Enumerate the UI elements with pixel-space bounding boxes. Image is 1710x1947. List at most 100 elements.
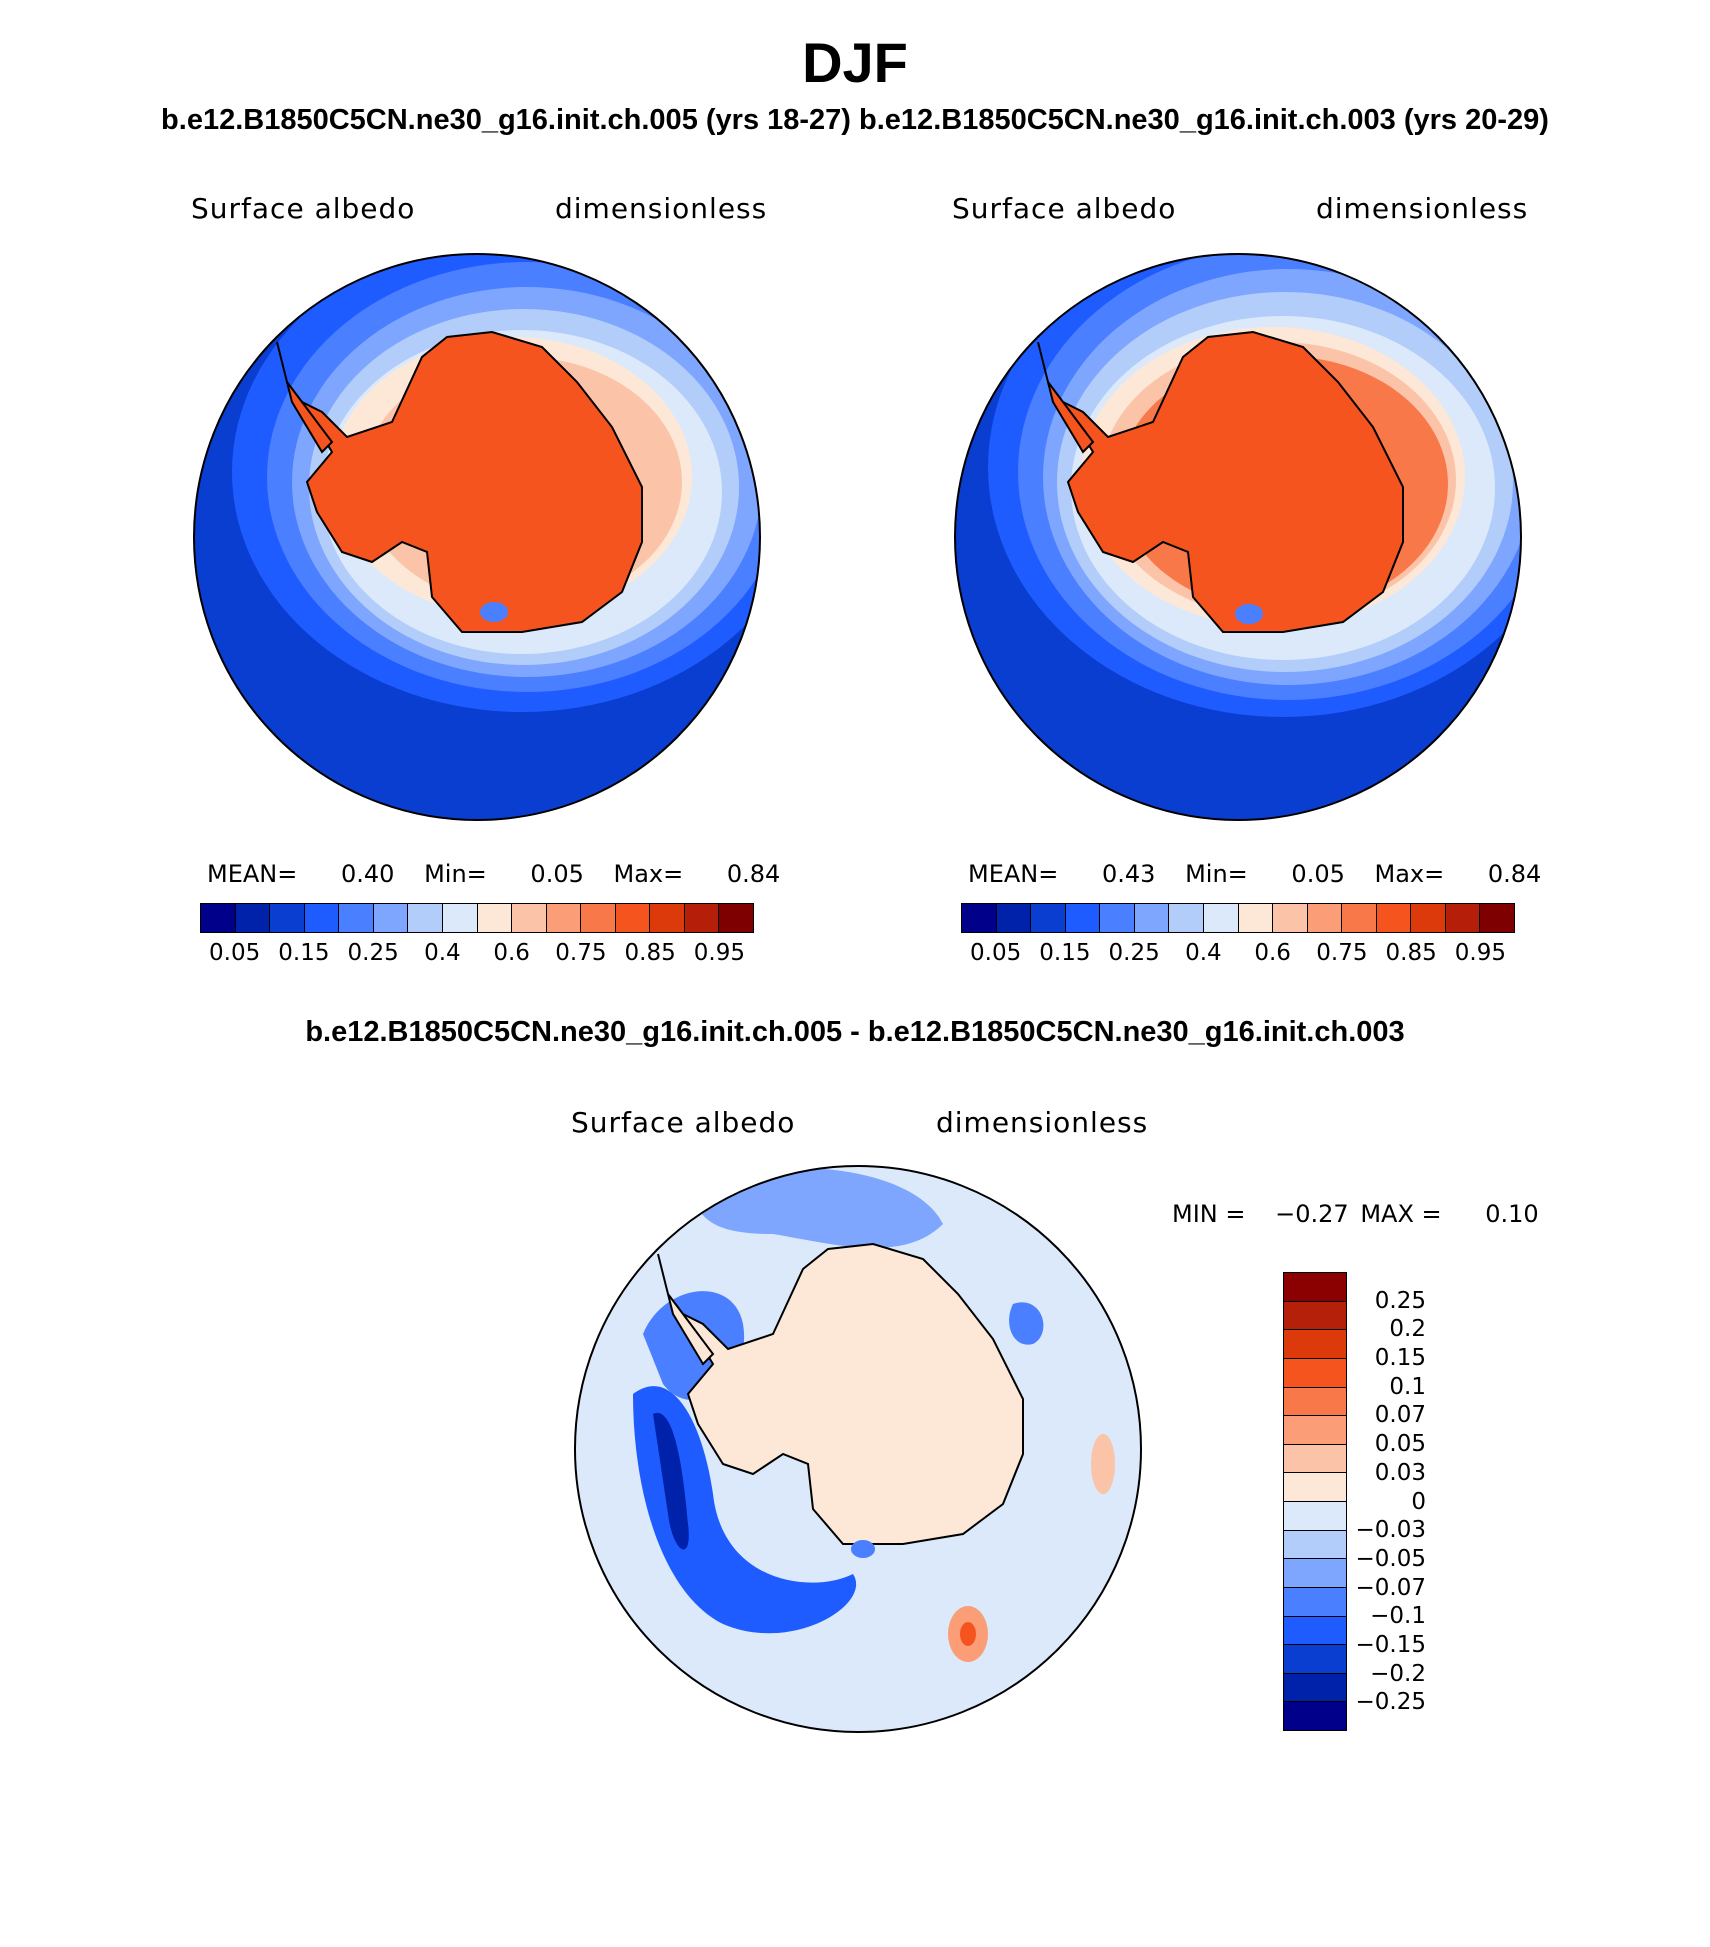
diff-min-value: −0.27 (1275, 1200, 1349, 1228)
colorbar-cell (1284, 1502, 1346, 1531)
colorbar-cell (1284, 1473, 1346, 1502)
colorbar-cell (1284, 1702, 1346, 1730)
colorbar-cell (581, 904, 616, 932)
colorbar-cell (512, 904, 547, 932)
colorbar-tick-label: 0.05 (1374, 1431, 1426, 1458)
colorbar-tick-label: 0.25 (1374, 1287, 1426, 1314)
colorbar-cell (684, 904, 720, 932)
panel2-min-value: 0.05 (1291, 860, 1345, 888)
panel2-units-label: dimensionless (1316, 192, 1529, 225)
colorbar-tick-label: 0.95 (1454, 940, 1506, 966)
colorbar-cell (1480, 904, 1514, 932)
colorbar-tick-label: 0 (1411, 1488, 1426, 1515)
map-boundary (954, 253, 1522, 821)
panel2-mean-value: 0.43 (1102, 860, 1156, 888)
panel1-colorbar-ticks: 0.05 0.15 0.25 0.4 0.6 0.75 0.85 0.95 (200, 940, 754, 970)
colorbar-cell (408, 904, 443, 932)
panel2-polar-map (954, 253, 1522, 821)
colorbar-tick-label: 0.85 (624, 940, 676, 966)
colorbar-tick-label: 0.07 (1374, 1402, 1426, 1429)
colorbar-tick-label: 0.4 (1185, 940, 1222, 966)
colorbar-cell (1307, 904, 1343, 932)
colorbar-tick-label: −0.03 (1355, 1517, 1426, 1544)
panel2-mean-label: MEAN= (968, 860, 1059, 888)
colorbar-cell (304, 904, 340, 932)
subtitle-right-case: b.e12.B1850C5CN.ne30_g16.init.ch.003 (yr… (859, 104, 1549, 136)
map-boundary (193, 253, 761, 821)
panel2-colorbar-ticks: 0.05 0.15 0.25 0.4 0.6 0.75 0.85 0.95 (961, 940, 1515, 970)
panel1-mean-value: 0.40 (341, 860, 395, 888)
panel1-colorbar (200, 903, 754, 933)
polynya-low-albedo (480, 602, 508, 622)
colorbar-tick-label: −0.2 (1370, 1660, 1426, 1687)
colorbar-cell (962, 904, 997, 932)
panel1-min-value: 0.05 (530, 860, 584, 888)
antarctic-peninsula (1037, 341, 1095, 454)
positive-anomaly-core (960, 1622, 976, 1646)
colorbar-tick-label: −0.1 (1370, 1603, 1426, 1630)
colorbar-cell (235, 904, 271, 932)
colorbar-cell (1031, 904, 1066, 932)
colorbar-cell (1284, 1616, 1346, 1646)
panel1-stats: MEAN= 0.40 Min= 0.05 Max= 0.84 (207, 860, 780, 888)
colorbar-cell (1284, 1330, 1346, 1359)
antarctica-high-albedo (299, 330, 643, 633)
panel1-units-label: dimensionless (555, 192, 768, 225)
colorbar-cell (1284, 1387, 1346, 1417)
panel2-max-value: 0.84 (1487, 860, 1542, 888)
colorbar-cell (996, 904, 1032, 932)
colorbar-cell (615, 904, 651, 932)
polynya-anomaly (851, 1540, 875, 1558)
positive-anomaly-east (1091, 1434, 1115, 1494)
colorbar-cell (1284, 1301, 1346, 1331)
negative-anomaly-east (1009, 1302, 1044, 1345)
colorbar-cell (1376, 904, 1412, 932)
colorbar-tick-label: −0.05 (1355, 1545, 1426, 1572)
colorbar-cell (1169, 904, 1204, 932)
colorbar-cell (650, 904, 685, 932)
difference-polar-map (574, 1165, 1142, 1733)
colorbar-tick-label: 0.75 (555, 940, 607, 966)
colorbar-cell (1284, 1416, 1346, 1445)
colorbar-cell (1134, 904, 1170, 932)
colorbar-tick-label: 0.2 (1389, 1316, 1426, 1343)
colorbar-tick-label: 0.05 (209, 940, 261, 966)
negative-anomaly-arc (633, 1386, 857, 1634)
panel2-min-label: Min= (1185, 860, 1248, 888)
colorbar-tick-label: −0.15 (1355, 1631, 1426, 1658)
colorbar-tick-label: −0.25 (1355, 1689, 1426, 1716)
diff-min-label: MIN = (1172, 1200, 1246, 1228)
antarctic-peninsula (657, 1253, 715, 1366)
colorbar-tick-label: 0.25 (1108, 940, 1160, 966)
colorbar-tick-label: 0.15 (278, 940, 330, 966)
panel1-min-label: Min= (424, 860, 487, 888)
figure-title: DJF (802, 31, 908, 94)
colorbar-cell (1284, 1673, 1346, 1703)
subtitle-left-case: b.e12.B1850C5CN.ne30_g16.init.ch.005 (yr… (161, 104, 851, 136)
panel1-mean-label: MEAN= (207, 860, 298, 888)
colorbar-cell (442, 904, 478, 932)
panel2-stats: MEAN= 0.43 Min= 0.05 Max= 0.84 (968, 860, 1541, 888)
colorbar-tick-label: 0.75 (1316, 940, 1368, 966)
colorbar-cell (719, 904, 753, 932)
colorbar-tick-label: 0.6 (493, 940, 530, 966)
colorbar-cell (1100, 904, 1135, 932)
colorbar-cell (339, 904, 374, 932)
panel1-max-label: Max= (613, 860, 684, 888)
diff-colorbar-ticks: 0.25 0.2 0.15 0.1 0.07 0.05 0.03 0 −0.03 −0.05 −0.… (1342, 1272, 1432, 1731)
colorbar-cell (373, 904, 409, 932)
colorbar-cell (270, 904, 305, 932)
case-subtitles: b.e12.B1850C5CN.ne30_g16.init.ch.005 (yr… (0, 104, 1710, 137)
colorbar-tick-label: 0.03 (1374, 1459, 1426, 1486)
panel1-polar-map (193, 253, 761, 821)
colorbar-tick-label: −0.07 (1355, 1574, 1426, 1601)
panel2-colorbar (961, 903, 1515, 933)
difference-title: b.e12.B1850C5CN.ne30_g16.init.ch.005 - b… (305, 1016, 1405, 1048)
colorbar-cell (1284, 1587, 1346, 1617)
diff-max-label: MAX = (1360, 1200, 1442, 1228)
colorbar-cell (1238, 904, 1274, 932)
colorbar-tick-label: 0.05 (970, 940, 1022, 966)
colorbar-tick-label: 0.6 (1254, 940, 1291, 966)
colorbar-tick-label: 0.1 (1389, 1373, 1426, 1400)
diff-variable-label: Surface albedo (571, 1106, 796, 1139)
